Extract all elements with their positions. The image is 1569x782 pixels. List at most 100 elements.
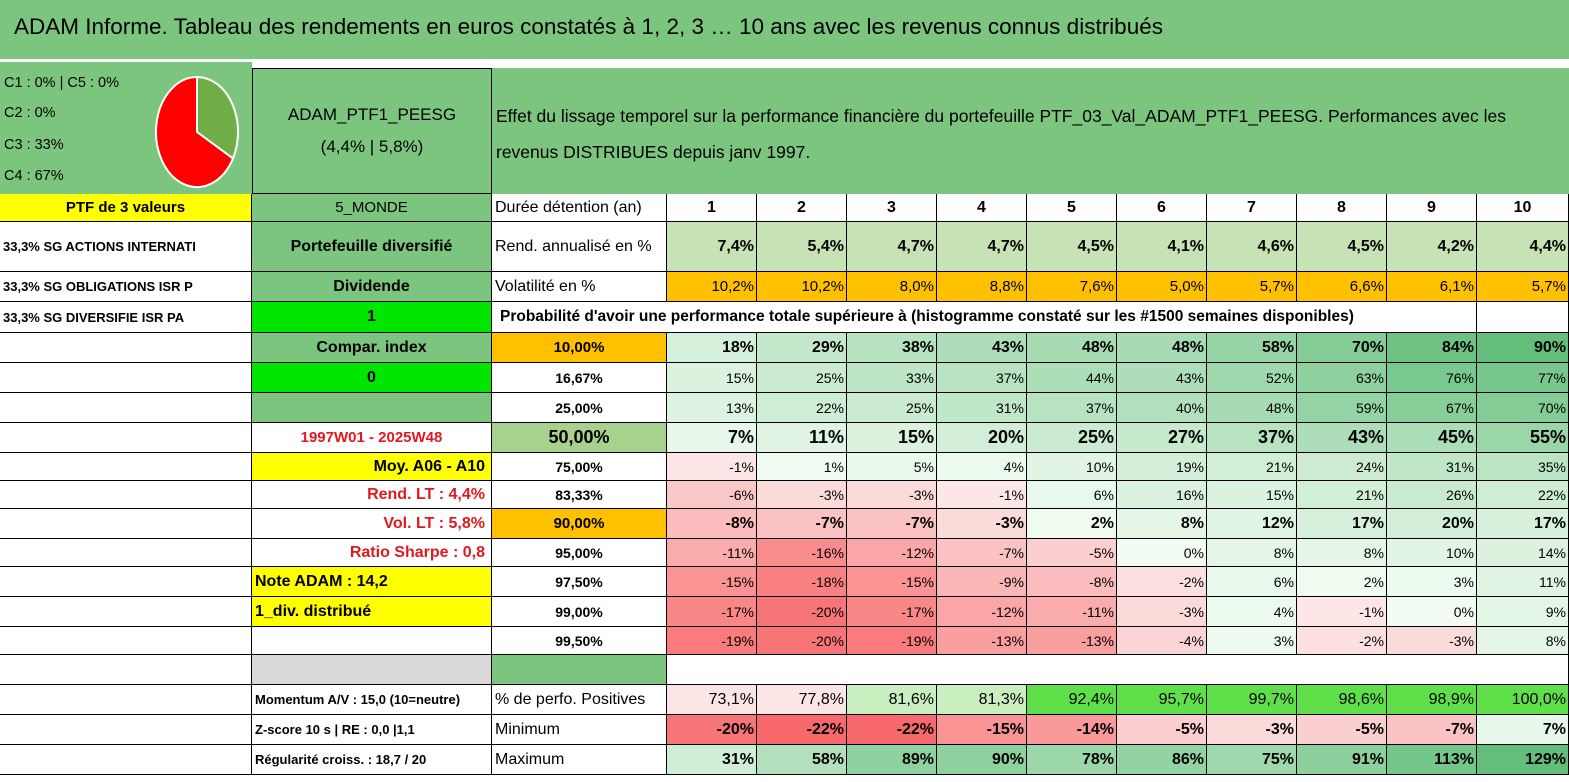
year-header: 10 (1477, 194, 1569, 222)
pos-value: 98,6% (1297, 685, 1387, 715)
prob-value: -6% (667, 481, 757, 509)
prob-value: 10% (1027, 453, 1117, 481)
ptf-count: PTF de 3 valeurs (0, 194, 252, 222)
prob-value: 17% (1297, 509, 1387, 539)
zscore: Z-score 10 s | RE : 0,0 |1,1 (252, 715, 492, 745)
prob-value: 12% (1207, 509, 1297, 539)
allocation-c4: C4 : 67% (4, 168, 64, 184)
prob-value: 58% (1207, 333, 1297, 363)
allocation-c1-c5: C1 : 0% | C5 : 0% (4, 75, 119, 91)
prob-threshold: 90,00% (492, 509, 667, 539)
prob-threshold: 25,00% (492, 393, 667, 423)
pie-slice-c4 (155, 75, 235, 188)
prob-value: -12% (937, 597, 1027, 627)
prob-value: -16% (757, 539, 847, 567)
prob-value: -15% (667, 567, 757, 597)
pie-slice-c3 (196, 75, 239, 161)
prob-value: -20% (757, 597, 847, 627)
prob-threshold: 83,33% (492, 481, 667, 509)
empty-left (0, 597, 252, 627)
prob-value: -8% (1027, 567, 1117, 597)
prob-value: 4% (1207, 597, 1297, 627)
pos-value: 77,8% (757, 685, 847, 715)
vol-value: 6,6% (1297, 272, 1387, 302)
duration-label: Durée détention (an) (492, 194, 667, 222)
prob-value: 37% (1027, 393, 1117, 423)
max-value: 31% (667, 745, 757, 775)
allocation-pie-chart (155, 75, 239, 188)
holding-3: 33,3% SG DIVERSIFIE ISR PA (0, 302, 252, 333)
min-value: -7% (1387, 715, 1477, 745)
prob-value: 3% (1207, 627, 1297, 655)
prob-value: -9% (937, 567, 1027, 597)
prob-threshold: 95,00% (492, 539, 667, 567)
rend-value: 7,4% (667, 222, 757, 272)
max-value: 113% (1387, 745, 1477, 775)
prob-value: -7% (757, 509, 847, 539)
prob-value: 11% (1477, 567, 1569, 597)
prob-value: -3% (1117, 597, 1207, 627)
prob-value: 48% (1207, 393, 1297, 423)
empty-left (0, 715, 252, 745)
empty-mid-grey (252, 655, 492, 685)
report-title: ADAM Informe. Tableau des rendements en … (14, 14, 1163, 39)
dividende-label: Dividende (252, 272, 492, 302)
year-header: 1 (667, 194, 757, 222)
prob-value: -13% (937, 627, 1027, 655)
empty-row (667, 655, 1569, 685)
prob-value: 21% (1297, 481, 1387, 509)
prob-value: 37% (937, 363, 1027, 393)
prob-value: 4% (937, 453, 1027, 481)
min-value: -22% (847, 715, 937, 745)
prob-value: 5% (847, 453, 937, 481)
prob-value: 6% (1027, 481, 1117, 509)
prob-threshold: 16,67% (492, 363, 667, 393)
rend-lt: Rend. LT : 4,4% (252, 481, 492, 509)
min-value: -5% (1297, 715, 1387, 745)
note-adam: Note ADAM : 14,2 (252, 567, 492, 597)
prob-value: -2% (1297, 627, 1387, 655)
min-value: 7% (1477, 715, 1569, 745)
max-value: 129% (1477, 745, 1569, 775)
pos-value: 95,7% (1117, 685, 1207, 715)
prob-value: 43% (1117, 363, 1207, 393)
prob-value: 8% (1117, 509, 1207, 539)
prob-value: 9% (1477, 597, 1569, 627)
vol-value: 5,7% (1207, 272, 1297, 302)
empty-green (492, 655, 667, 685)
portfolio-name-cell: ADAM_PTF1_PEESG (4,4% | 5,8%) (252, 68, 492, 194)
vol-value: 8,8% (937, 272, 1027, 302)
prob-value: -19% (667, 627, 757, 655)
empty-left (0, 453, 252, 481)
prob-value: -11% (667, 539, 757, 567)
prob-value: 77% (1477, 363, 1569, 393)
prob-value: -8% (667, 509, 757, 539)
div-distribue: 1_div. distribué (252, 597, 492, 627)
year-header: 3 (847, 194, 937, 222)
allocation-c3: C3 : 33% (4, 137, 64, 153)
prob-value: -5% (1027, 539, 1117, 567)
pos-value: 100,0% (1477, 685, 1569, 715)
max-value: 89% (847, 745, 937, 775)
prob-value: -17% (847, 597, 937, 627)
vol-lt: Vol. LT : 5,8% (252, 509, 492, 539)
year-header: 6 (1117, 194, 1207, 222)
min-value: -3% (1207, 715, 1297, 745)
max-value: 75% (1207, 745, 1297, 775)
prob-value: 16% (1117, 481, 1207, 509)
prob-threshold: 99,00% (492, 597, 667, 627)
compar-index: Compar. index (252, 333, 492, 363)
sharpe-ratio: Ratio Sharpe : 0,8 (252, 539, 492, 567)
max-value: 91% (1297, 745, 1387, 775)
description: Effet du lissage temporel sur la perform… (492, 68, 1569, 194)
prob-value: 48% (1117, 333, 1207, 363)
prob-value: 0% (1387, 597, 1477, 627)
year-header: 4 (937, 194, 1027, 222)
prob-threshold: 97,50% (492, 567, 667, 597)
prob-value: 22% (1477, 481, 1569, 509)
empty-left (0, 627, 252, 655)
prob-value: 14% (1477, 539, 1569, 567)
vol-value: 10,2% (757, 272, 847, 302)
empty-left (0, 655, 252, 685)
vol-value: 7,6% (1027, 272, 1117, 302)
